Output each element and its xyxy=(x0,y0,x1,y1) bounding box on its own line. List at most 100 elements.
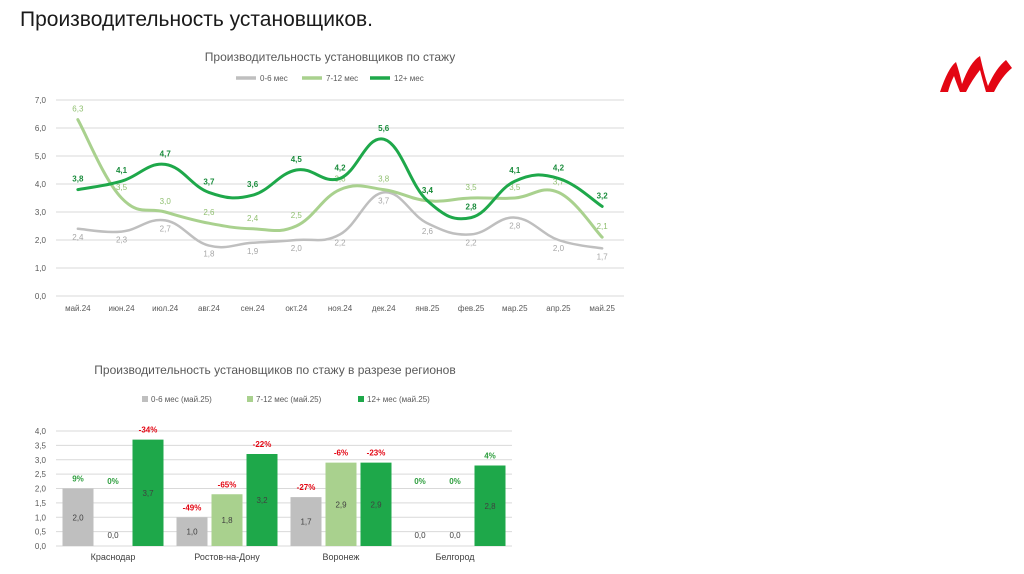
bar-s2 xyxy=(360,462,392,546)
data-label-s2: 4,1 xyxy=(116,166,128,175)
legend-label-1: 7-12 мес xyxy=(326,74,358,83)
y-tick-label: 3,0 xyxy=(35,456,47,465)
x-tick-label: окт.24 xyxy=(285,304,307,313)
x-tick-label: Краснодар xyxy=(91,552,136,562)
x-tick-label: фев.25 xyxy=(458,304,485,313)
x-tick-label: янв.25 xyxy=(415,304,440,313)
y-tick-label: 1,0 xyxy=(35,264,47,273)
data-label-s1: 3,4 xyxy=(422,186,434,195)
data-label-s1: 3,5 xyxy=(466,183,478,192)
bar-change-label: -22% xyxy=(253,440,272,449)
data-label-s1: 3,8 xyxy=(378,175,390,184)
data-label-s2: 3,4 xyxy=(422,186,434,195)
bar-value-label: 2,0 xyxy=(72,513,84,522)
y-tick-label: 6,0 xyxy=(35,124,47,133)
bar-change-label: -34% xyxy=(139,426,158,435)
bar-value-label: 2,9 xyxy=(335,500,347,509)
bar-s1 xyxy=(211,494,243,546)
legend-swatch-1 xyxy=(247,396,253,402)
y-tick-label: 0,0 xyxy=(35,292,47,301)
y-tick-label: 4,0 xyxy=(35,180,47,189)
bar-change-label: -27% xyxy=(297,483,316,492)
data-label-s1: 2,1 xyxy=(597,222,609,231)
bar-change-label: 9% xyxy=(72,475,84,484)
bar-change-label: -6% xyxy=(334,449,348,458)
bar-change-label: 0% xyxy=(107,477,119,486)
x-tick-label: Воронеж xyxy=(323,552,360,562)
bar-value-label: 0,0 xyxy=(414,531,426,540)
y-tick-label: 1,0 xyxy=(35,513,47,522)
x-tick-label: ноя.24 xyxy=(328,304,353,313)
legend-label-2: 12+ мес xyxy=(394,74,424,83)
legend-label-0: 0-6 мес (май.25) xyxy=(151,395,212,404)
bar-value-label: 1,0 xyxy=(186,528,198,537)
data-label-s2: 4,5 xyxy=(291,155,303,164)
y-tick-label: 1,5 xyxy=(35,499,47,508)
data-label-s2: 3,8 xyxy=(72,175,84,184)
bar-value-label: 0,0 xyxy=(107,531,119,540)
legend-swatch-2 xyxy=(358,396,364,402)
legend-label-0: 0-6 мес xyxy=(260,74,288,83)
legend-label-2: 12+ мес (май.25) xyxy=(367,395,430,404)
data-label-s0: 2,0 xyxy=(291,244,303,253)
line-chart: Производительность установщиков по стажу… xyxy=(35,50,624,313)
data-label-s0: 3,7 xyxy=(378,196,390,205)
data-label-s1: 2,5 xyxy=(291,211,303,220)
data-label-s1: 3,0 xyxy=(160,197,172,206)
line-chart-title: Производительность установщиков по стажу xyxy=(205,50,455,64)
bar-value-label: 2,8 xyxy=(484,502,496,511)
y-tick-label: 7,0 xyxy=(35,96,47,105)
x-tick-label: Белгород xyxy=(435,552,475,562)
bar-value-label: 1,8 xyxy=(221,516,233,525)
legend-label-1: 7-12 мес (май.25) xyxy=(256,395,322,404)
y-tick-label: 0,5 xyxy=(35,528,47,537)
bar-value-label: 2,9 xyxy=(370,500,382,509)
data-label-s2: 3,6 xyxy=(247,180,259,189)
y-tick-label: 2,0 xyxy=(35,485,47,494)
legend-swatch-0 xyxy=(142,396,148,402)
y-tick-label: 4,0 xyxy=(35,427,47,436)
series-line-1 xyxy=(76,118,604,239)
x-tick-label: сен.24 xyxy=(241,304,266,313)
data-label-s0: 2,2 xyxy=(466,238,478,247)
bar-change-label: -49% xyxy=(183,503,202,512)
x-tick-label: май.24 xyxy=(65,304,91,313)
y-tick-label: 0,0 xyxy=(35,542,47,551)
data-label-s1: 3,5 xyxy=(509,183,521,192)
bar-value-label: 1,7 xyxy=(300,518,312,527)
x-tick-label: дек.24 xyxy=(372,304,396,313)
bar-change-label: -65% xyxy=(218,480,237,489)
data-label-s0: 2,2 xyxy=(334,238,346,247)
series-line-2 xyxy=(76,137,604,221)
data-label-s2: 2,8 xyxy=(466,203,478,212)
data-label-s0: 2,4 xyxy=(72,233,84,242)
data-label-s1: 3,7 xyxy=(553,177,565,186)
x-tick-label: Ростов-на-Дону xyxy=(194,552,260,562)
x-tick-label: авг.24 xyxy=(198,304,220,313)
data-label-s0: 2,7 xyxy=(160,224,172,233)
x-tick-label: апр.25 xyxy=(546,304,571,313)
data-label-s1: 2,4 xyxy=(247,214,259,223)
data-label-s1: 3,5 xyxy=(116,183,128,192)
bar-value-label: 0,0 xyxy=(449,531,461,540)
bar-s2 xyxy=(132,439,164,546)
data-label-s0: 2,6 xyxy=(422,227,434,236)
data-label-s0: 1,9 xyxy=(247,247,259,256)
data-label-s0: 2,0 xyxy=(553,244,565,253)
data-label-s0: 2,8 xyxy=(509,222,521,231)
bar-value-label: 3,2 xyxy=(256,496,268,505)
bar-chart-title: Производительность установщиков по стажу… xyxy=(94,363,455,377)
bar-s2 xyxy=(474,465,506,546)
bar-s2 xyxy=(246,454,278,546)
data-label-s0: 2,3 xyxy=(116,236,128,245)
data-label-s2: 3,7 xyxy=(203,177,215,186)
data-label-s2: 5,6 xyxy=(378,124,390,133)
data-label-s2: 4,7 xyxy=(160,149,172,158)
y-tick-label: 5,0 xyxy=(35,152,47,161)
y-tick-label: 2,5 xyxy=(35,470,47,479)
data-label-s0: 1,8 xyxy=(203,250,215,259)
bar-s0 xyxy=(176,517,208,546)
data-label-s2: 3,2 xyxy=(597,191,609,200)
x-tick-label: июл.24 xyxy=(152,304,179,313)
bar-change-label: 4% xyxy=(484,452,496,461)
